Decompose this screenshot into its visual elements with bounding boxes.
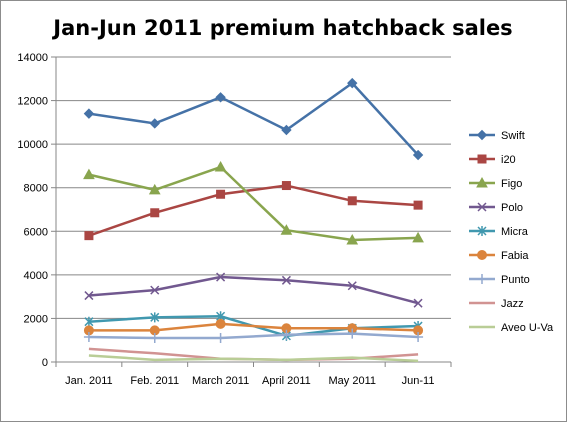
data-point-swift xyxy=(281,124,292,136)
legend-marker-micra xyxy=(477,226,487,236)
data-point-polo xyxy=(84,291,94,301)
data-point-punto xyxy=(281,329,292,340)
gridlines xyxy=(56,56,451,319)
legend-entry-swift: Swift xyxy=(469,129,525,142)
legend-label-punto: Punto xyxy=(501,274,530,286)
legend-label-aveo-u-va: Aveo U-Va xyxy=(501,322,554,334)
data-point-swift xyxy=(412,149,424,161)
series-line-fabia xyxy=(88,322,419,332)
legend-entry-punto: Punto xyxy=(469,274,530,286)
x-tick-label: April 2011 xyxy=(262,375,311,387)
data-point-polo xyxy=(150,285,160,295)
chart-title: Jan-Jun 2011 premium hatchback sales xyxy=(51,16,512,40)
data-point-swift xyxy=(215,92,226,103)
data-point-figo xyxy=(280,224,293,235)
y-tick-label: 4000 xyxy=(24,270,48,282)
legend-marker-punto xyxy=(477,274,487,284)
series-fabia xyxy=(83,318,424,336)
y-tick-label: 6000 xyxy=(24,226,48,238)
legend-marker-figo xyxy=(476,176,488,188)
legend-entry-aveo-u-va: Aveo U-Va xyxy=(469,322,554,334)
data-point-micra xyxy=(84,316,94,327)
y-tick-label: 12000 xyxy=(17,96,48,108)
series-line-aveo-u-va xyxy=(88,354,419,363)
data-point-polo xyxy=(281,275,291,285)
series-i20 xyxy=(84,181,423,241)
legend-entry-jazz: Jazz xyxy=(469,298,524,310)
legend-entry-polo: Polo xyxy=(469,202,523,214)
series-lines xyxy=(83,77,424,363)
data-point-figo xyxy=(83,168,95,180)
legend-label-i20: i20 xyxy=(501,154,516,166)
series-figo xyxy=(83,160,424,245)
legend-marker-swift xyxy=(476,129,488,141)
x-tick-label: March 2011 xyxy=(192,375,249,387)
series-line-figo xyxy=(88,165,419,242)
series-line-swift xyxy=(88,81,420,156)
y-tick-label: 2000 xyxy=(24,313,48,325)
x-tick-label: May 2011 xyxy=(329,375,377,387)
series-punto xyxy=(83,328,424,344)
legend-label-swift: Swift xyxy=(501,130,525,142)
series-aveo-u-va xyxy=(88,354,419,363)
data-point-figo xyxy=(346,233,359,245)
data-point-punto xyxy=(215,333,226,344)
data-point-punto xyxy=(413,331,424,342)
legend: Swift i20 Figo Polo Micra Fabia Punto Jazz Aveo … xyxy=(469,129,554,334)
data-point-polo xyxy=(216,272,226,282)
legend-label-figo: Figo xyxy=(501,178,522,190)
x-tick-label: Feb. 2011 xyxy=(130,375,179,387)
legend-entry-fabia: Fabia xyxy=(469,250,529,262)
data-point-fabia xyxy=(215,318,226,329)
legend-label-jazz: Jazz xyxy=(501,298,524,310)
data-point-i20 xyxy=(150,208,160,218)
data-point-figo xyxy=(214,160,227,172)
data-point-punto xyxy=(149,333,160,344)
data-point-figo xyxy=(412,231,424,243)
data-point-i20 xyxy=(413,200,423,210)
legend-marker-fabia xyxy=(477,250,487,260)
data-point-i20 xyxy=(347,196,357,206)
data-point-micra xyxy=(150,312,160,323)
legend-label-micra: Micra xyxy=(501,226,529,238)
data-point-i20 xyxy=(281,181,291,191)
data-point-i20 xyxy=(84,231,94,241)
data-point-punto xyxy=(347,328,358,339)
legend-label-polo: Polo xyxy=(501,202,523,214)
series-line-i20 xyxy=(88,184,419,237)
legend-entry-figo: Figo xyxy=(469,176,522,190)
legend-marker-polo xyxy=(477,202,487,212)
y-tick-label: 0 xyxy=(42,357,48,369)
data-point-figo xyxy=(148,183,161,195)
series-swift xyxy=(83,77,424,161)
legend-marker-i20 xyxy=(477,154,487,164)
legend-entry-micra: Micra xyxy=(469,226,529,238)
data-point-swift xyxy=(347,77,358,89)
data-point-i20 xyxy=(216,189,226,199)
data-point-polo xyxy=(413,298,423,308)
y-tick-label: 14000 xyxy=(17,52,48,64)
data-point-polo xyxy=(347,281,357,291)
data-point-swift xyxy=(149,118,160,129)
axes: 0 2000 4000 6000 8000 10000 12000 14000 Jan. 201… xyxy=(17,52,452,387)
y-tick-label: 10000 xyxy=(17,139,48,151)
legend-entry-i20: i20 xyxy=(469,154,516,166)
series-line-polo xyxy=(88,275,419,305)
series-line-punto xyxy=(88,332,419,340)
x-tick-label: Jun-11 xyxy=(402,375,435,387)
legend-label-fabia: Fabia xyxy=(501,250,529,262)
x-tick-label: Jan. 2011 xyxy=(65,375,113,387)
y-tick-label: 8000 xyxy=(24,183,48,195)
series-polo xyxy=(84,272,423,308)
data-point-punto xyxy=(83,331,94,342)
data-point-swift xyxy=(83,108,95,119)
